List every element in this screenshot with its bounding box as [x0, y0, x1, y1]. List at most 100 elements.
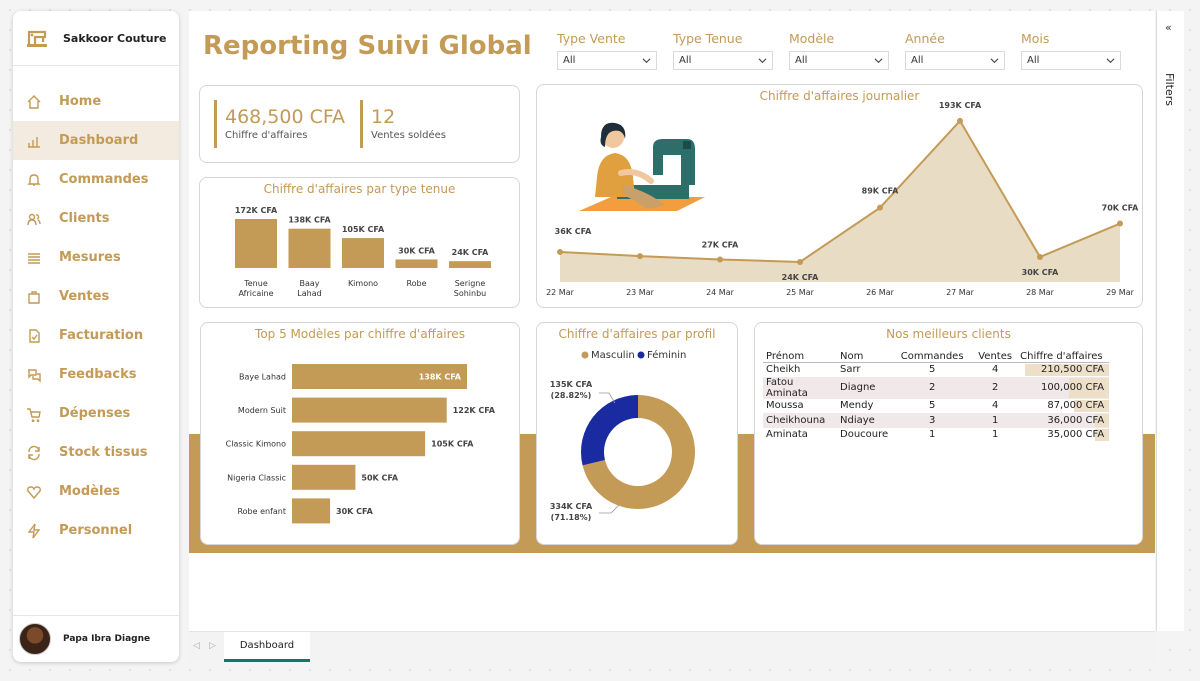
- ca-data-bar: [1069, 377, 1110, 398]
- filters-label[interactable]: Filters: [1163, 73, 1176, 106]
- refresh-icon: [25, 444, 43, 462]
- nav-item-stock-tissus[interactable]: Stock tissus: [13, 433, 179, 472]
- data-point[interactable]: [717, 256, 723, 263]
- slicer-dropdown[interactable]: All: [1021, 51, 1121, 70]
- nav-item-commandes[interactable]: Commandes: [13, 160, 179, 199]
- bar[interactable]: [288, 228, 331, 268]
- filters-pane[interactable]: « Filters: [1156, 11, 1184, 631]
- slice-value-label: (28.82%): [551, 391, 592, 400]
- bell-icon: [25, 171, 43, 189]
- column-header[interactable]: Commandes: [900, 350, 964, 362]
- point-value-label: 193K CFA: [939, 101, 982, 110]
- bar[interactable]: [292, 364, 467, 389]
- table-row[interactable]: Fatou Aminata Diagne 2 2 100,000 CFA: [763, 376, 1110, 399]
- category-label: Sohinbu: [454, 289, 486, 298]
- data-point[interactable]: [877, 204, 883, 211]
- nav-item-label: Clients: [59, 211, 110, 226]
- donut-slice[interactable]: [582, 395, 695, 509]
- nav-item-modeles[interactable]: Modèles: [13, 472, 179, 511]
- nav-item-label: Feedbacks: [59, 367, 137, 382]
- slicer-value: All: [563, 55, 576, 66]
- nav-item-label: Dépenses: [59, 406, 131, 421]
- slicer-dropdown[interactable]: All: [789, 51, 889, 70]
- nav-item-label: Dashboard: [59, 133, 139, 148]
- slicer-dropdown[interactable]: All: [557, 51, 657, 70]
- chart-icon: [25, 132, 43, 150]
- bar[interactable]: [292, 498, 331, 524]
- slice-value-label: 135K CFA: [550, 380, 593, 389]
- cell-prenom: Moussa: [766, 400, 804, 412]
- next-page-button[interactable]: ▷: [209, 641, 216, 651]
- table-row[interactable]: Moussa Mendy 5 4 87,000 CFA: [763, 399, 1110, 414]
- nav-item-dashboard[interactable]: Dashboard: [13, 121, 179, 160]
- nav-item-feedbacks[interactable]: Feedbacks: [13, 355, 179, 394]
- chart-card-journalier: Chiffre d'affaires journalier 36K CFA 22 …: [536, 84, 1143, 308]
- feedback-icon: [25, 366, 43, 384]
- bar-value-label: 138K CFA: [288, 216, 331, 225]
- leader-line: [599, 504, 620, 514]
- column-header[interactable]: Prénom: [766, 350, 805, 362]
- table-row[interactable]: Cheikh Sarr 5 4 210,500 CFA: [763, 361, 1110, 377]
- bar-value-label: 105K CFA: [342, 225, 385, 234]
- bar[interactable]: [292, 431, 426, 457]
- point-value-label: 27K CFA: [702, 240, 740, 249]
- kpi-revenue-value: 468,500 CFA: [225, 106, 346, 128]
- cell-nom: Diagne: [837, 376, 892, 399]
- nav-item-facturation[interactable]: Facturation: [13, 316, 179, 355]
- bar[interactable]: [449, 261, 491, 268]
- data-point[interactable]: [557, 248, 563, 255]
- table-row[interactable]: Aminata Doucoure 1 1 35,000 CFA: [763, 428, 1110, 443]
- column-header[interactable]: Nom: [840, 350, 864, 362]
- donut-slice[interactable]: [581, 395, 638, 466]
- slicer-label: Mois: [1021, 31, 1050, 46]
- point-value-label: 30K CFA: [1022, 268, 1060, 277]
- point-value-label: 70K CFA: [1102, 204, 1140, 213]
- bar-value-label: 105K CFA: [431, 440, 474, 449]
- nav-item-mesures[interactable]: Mesures: [13, 238, 179, 277]
- nav-item-label: Ventes: [59, 289, 110, 304]
- data-point[interactable]: [1117, 220, 1123, 227]
- data-point[interactable]: [637, 253, 643, 260]
- cell-commandes: 3: [891, 413, 974, 428]
- cell-ca: 100,000 CFA: [1017, 376, 1110, 399]
- bar[interactable]: [395, 259, 438, 268]
- slicer-dropdown[interactable]: All: [673, 51, 773, 70]
- data-point[interactable]: [1037, 253, 1043, 260]
- slicer-dropdown[interactable]: All: [905, 51, 1005, 70]
- bar-value-label: 30K CFA: [336, 507, 374, 516]
- column-header[interactable]: Ventes: [978, 350, 1013, 362]
- brand[interactable]: Sakkoor Couture: [23, 23, 167, 53]
- leader-line: [599, 392, 616, 404]
- bar[interactable]: [235, 219, 277, 268]
- ca-data-bar: [1094, 414, 1110, 427]
- legend-marker: [637, 351, 645, 359]
- bar[interactable]: [342, 238, 384, 268]
- bar[interactable]: [292, 397, 447, 423]
- user-name: Papa Ibra Diagne: [63, 634, 151, 644]
- cell-prenom: Aminata: [766, 429, 808, 441]
- nav-item-depenses[interactable]: Dépenses: [13, 394, 179, 433]
- legend-label: Masculin: [591, 350, 635, 361]
- category-label: Africaine: [238, 289, 273, 298]
- sidebar: Sakkoor Couture Home Dashboard Commandes Cl…: [13, 11, 179, 662]
- user-profile[interactable]: Papa Ibra Diagne: [19, 623, 150, 655]
- prev-page-button[interactable]: ◁: [193, 641, 200, 651]
- chevron-down-icon: [642, 58, 651, 64]
- ca-value: 210,500 CFA: [1040, 364, 1105, 375]
- bar[interactable]: [292, 464, 356, 490]
- nav-item-clients[interactable]: Clients: [13, 199, 179, 238]
- nav-item-ventes[interactable]: Ventes: [13, 277, 179, 316]
- table-row[interactable]: Cheikhouna Ndiaye 3 1 36,000 CFA: [763, 413, 1110, 428]
- collapse-filters-button[interactable]: «: [1165, 21, 1172, 34]
- cell-ventes: 4: [991, 400, 999, 412]
- tab-dashboard[interactable]: Dashboard: [224, 632, 310, 662]
- data-point[interactable]: [797, 258, 803, 265]
- cell-nom: Doucoure: [840, 429, 889, 441]
- table-title: Nos meilleurs clients: [886, 327, 1011, 341]
- nav-item-personnel[interactable]: Personnel: [13, 511, 179, 550]
- report-canvas: Reporting Suivi Global Type Vente All Type…: [189, 11, 1155, 631]
- data-point[interactable]: [957, 117, 963, 124]
- column-header[interactable]: Chiffre d'affaires: [1020, 350, 1103, 362]
- nav-item-home[interactable]: Home: [13, 82, 179, 121]
- ca-data-bar: [1095, 428, 1110, 441]
